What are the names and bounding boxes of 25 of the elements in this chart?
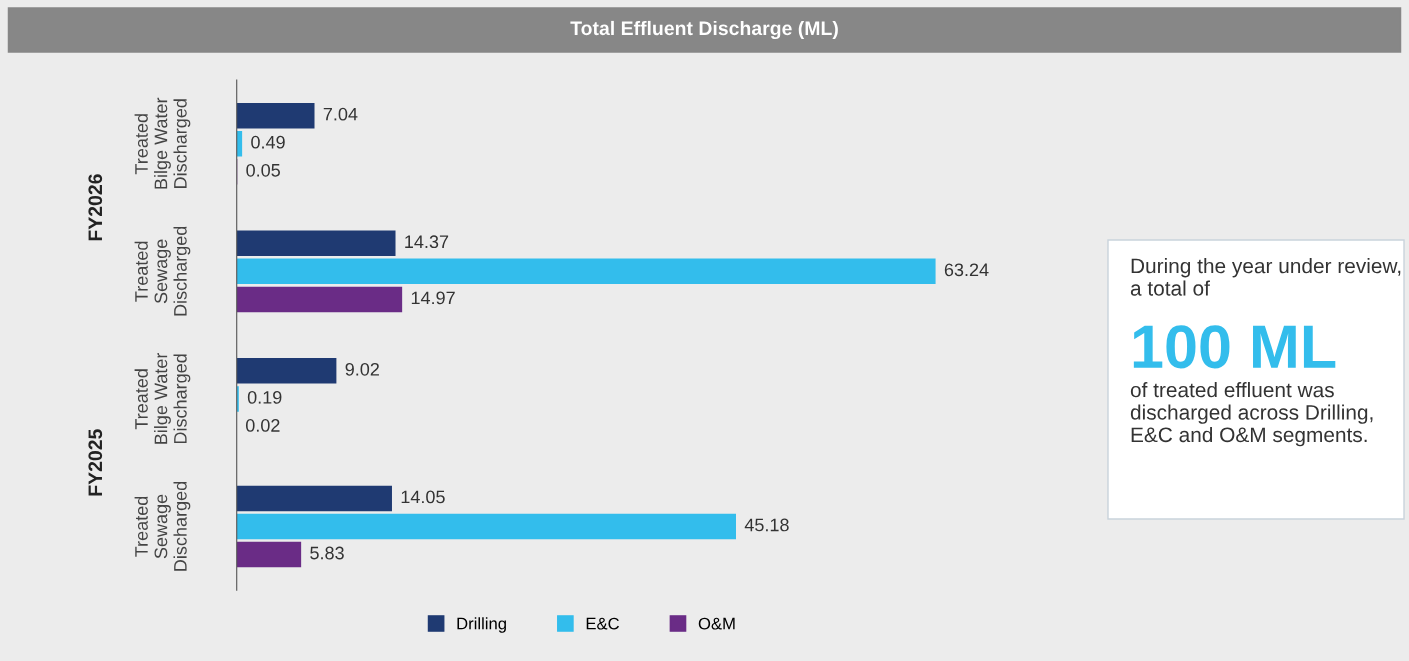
data-label: 0.49	[251, 135, 285, 149]
data-label: 0.05	[246, 163, 280, 177]
legend-label: E&C	[586, 617, 620, 630]
data-label: 63.24	[944, 263, 989, 277]
text: During the year under review, a total of	[1130, 258, 1401, 296]
text: FY2026	[88, 174, 103, 241]
legend-label: Drilling	[457, 617, 506, 633]
data-label: 14.05	[401, 490, 445, 504]
data-label: 14.37	[405, 235, 449, 249]
data-label: 7.04	[323, 107, 358, 121]
y-tick-label: Treated Bilge Water Discharged	[134, 97, 191, 189]
data-label: 0.19	[247, 390, 282, 404]
data-label: 0.02	[245, 419, 280, 432]
text: of treated effluent was discharged across Drilling, E&C and O&M segments.	[1130, 382, 1373, 447]
data-label: 14.97	[411, 291, 455, 305]
y-tick-label: Treated Sewage Discharged	[134, 226, 191, 316]
text: 100 ML	[1133, 325, 1336, 369]
legend-label: O&M	[698, 617, 735, 630]
chart-title: Total Effluent Discharge (ML)	[570, 20, 838, 40]
data-label: 45.18	[744, 518, 789, 532]
text: FY2025	[88, 429, 103, 496]
data-label: 5.83	[310, 546, 344, 560]
y-tick-label: Treated Bilge Water Discharged	[134, 352, 191, 444]
y-tick-label: Treated Sewage Discharged	[134, 481, 191, 571]
data-label: 9.02	[345, 362, 379, 376]
